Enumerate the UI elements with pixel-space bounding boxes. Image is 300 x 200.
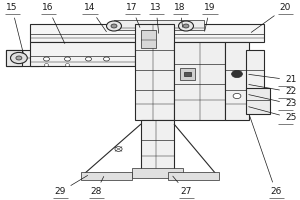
Bar [141,30,156,48]
Circle shape [183,24,189,28]
Text: 15: 15 [6,3,23,53]
Bar [30,42,135,66]
Text: 18: 18 [174,3,186,27]
Circle shape [16,56,22,60]
Bar [135,24,174,120]
Text: 23: 23 [249,95,296,108]
Circle shape [65,64,70,66]
Bar [132,168,183,178]
Bar [184,72,191,76]
Text: 25: 25 [249,107,296,122]
Circle shape [11,52,27,64]
Text: 22: 22 [249,84,296,97]
Bar [6,50,39,66]
Circle shape [85,57,91,61]
Bar [30,24,264,42]
Bar [174,42,225,120]
Circle shape [233,93,241,99]
Text: 16: 16 [42,3,65,43]
Text: 14: 14 [84,3,106,32]
Bar [168,172,219,180]
Circle shape [103,57,109,61]
Bar [225,42,249,120]
Circle shape [111,24,117,28]
Text: 28: 28 [90,176,104,196]
Circle shape [44,64,49,66]
Circle shape [106,21,122,31]
Bar [180,68,195,80]
Circle shape [115,147,122,151]
Bar [246,88,270,114]
Bar [141,120,174,174]
Text: 17: 17 [126,3,140,27]
Circle shape [232,70,242,78]
Bar [81,172,132,180]
Text: 19: 19 [204,3,216,31]
Text: 26: 26 [250,117,282,196]
Bar [246,50,264,90]
Circle shape [178,21,194,31]
Circle shape [44,57,50,61]
Circle shape [64,57,70,61]
Text: 29: 29 [54,175,88,196]
Text: 13: 13 [150,3,162,33]
Text: 20: 20 [251,3,291,32]
Text: 27: 27 [173,176,192,196]
Bar [114,20,204,30]
Bar [6,50,22,66]
Text: 21: 21 [249,74,296,84]
